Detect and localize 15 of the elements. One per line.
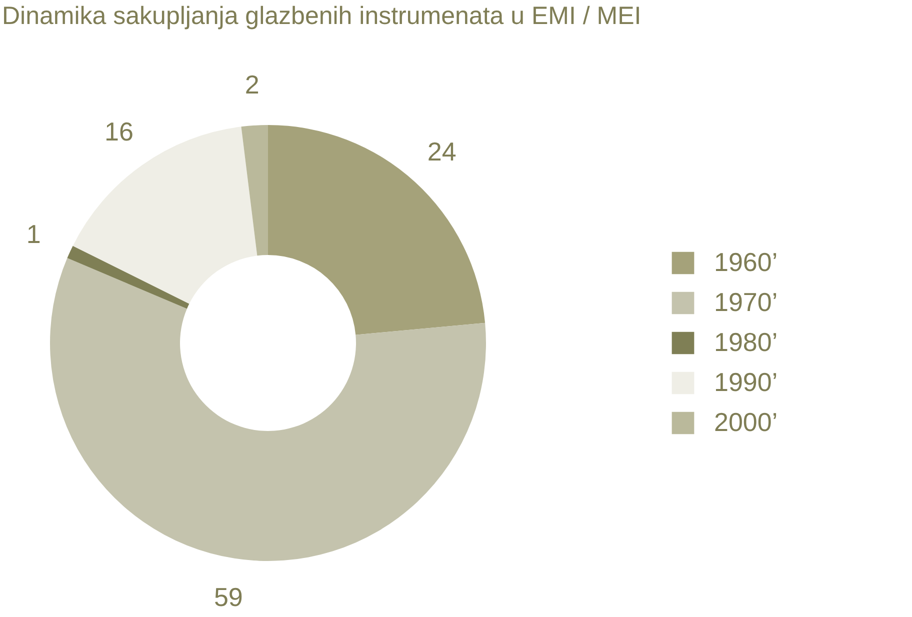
data-label: 1 (26, 219, 41, 250)
legend-label: 2000’ (714, 407, 778, 437)
legend-label: 1990’ (714, 367, 778, 397)
legend-label: 1970’ (714, 287, 778, 317)
legend-label: 1960’ (714, 247, 778, 277)
legend-label: 1980’ (714, 327, 778, 357)
data-label: 16 (104, 116, 134, 146)
donut-slice (268, 125, 486, 335)
data-label: 24 (427, 136, 456, 166)
donut-slice (50, 258, 486, 561)
donut-slice (241, 125, 268, 256)
data-label: 2 (244, 69, 260, 100)
data-label: 59 (214, 582, 243, 612)
donut-slice (67, 246, 190, 309)
chart-title: Dinamika sakupljanja glazbenih instrumenata u EMI / MEI (2, 2, 642, 30)
